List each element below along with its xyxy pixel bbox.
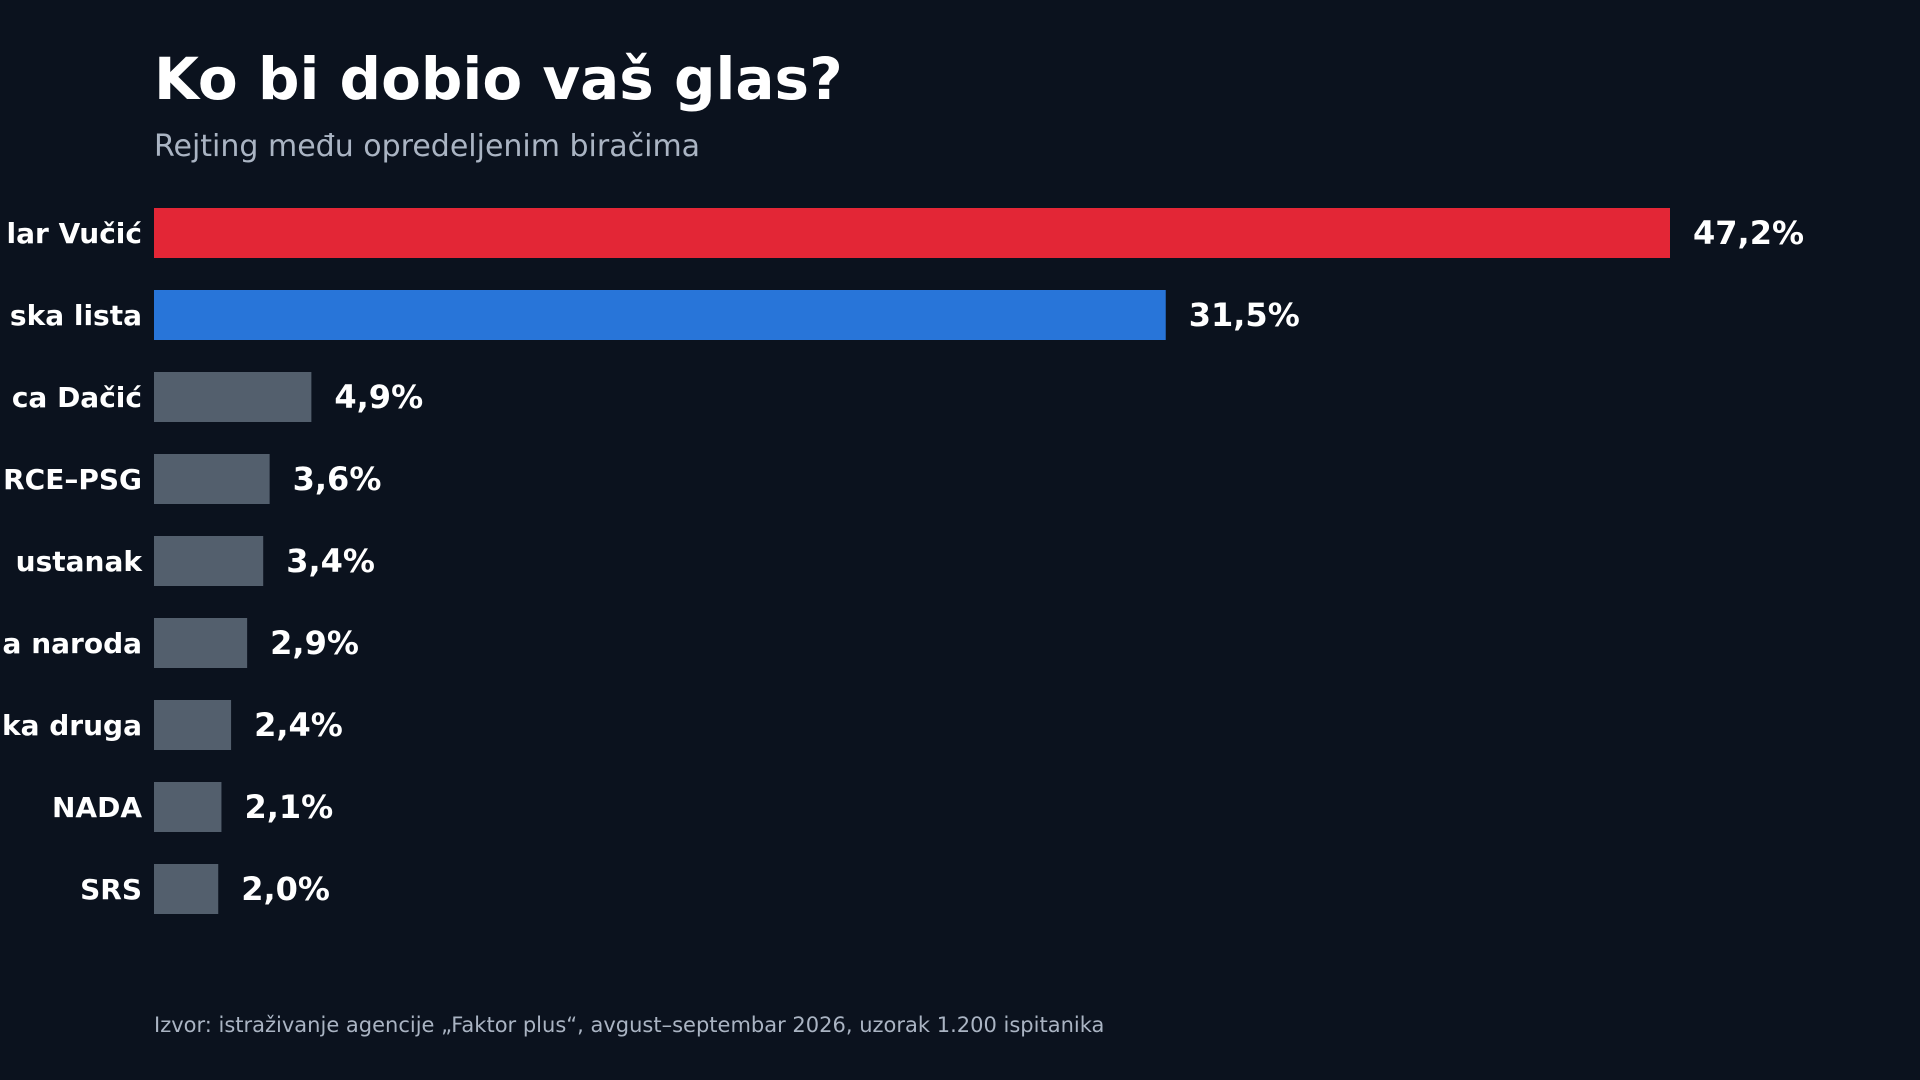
category-label: lar Vučić — [7, 217, 142, 250]
value-label: 47,2% — [1693, 214, 1804, 252]
bar-row: lar Vučić 47,2% — [7, 208, 1804, 258]
category-label: ska lista — [10, 299, 142, 332]
bar-row: ka druga 2,4% — [2, 700, 343, 750]
category-label: SRS — [80, 873, 142, 906]
category-label: ustanak — [16, 545, 144, 578]
chart-title: Ko bi dobio vaš glas? — [154, 45, 843, 113]
category-label: a naroda — [3, 627, 142, 660]
chart-subtitle: Rejting među opredeljenim biračima — [154, 129, 701, 164]
bar-row: ca Dačić 4,9% — [12, 372, 423, 422]
value-label: 2,4% — [254, 706, 343, 744]
bar-row: a naroda 2,9% — [3, 618, 359, 668]
bar-row: SRS 2,0% — [80, 864, 330, 914]
value-label: 31,5% — [1189, 296, 1300, 334]
bar — [154, 700, 232, 750]
bar — [154, 536, 264, 586]
bar — [154, 782, 222, 832]
value-label: 3,6% — [293, 460, 382, 498]
bar-row: ustanak 3,4% — [16, 536, 375, 586]
bar-row: NADA 2,1% — [52, 782, 333, 832]
value-label: 3,4% — [286, 542, 375, 580]
bar — [154, 290, 1166, 340]
category-label: NADA — [52, 791, 142, 824]
bar — [154, 208, 1670, 258]
bar — [154, 618, 248, 668]
value-label: 2,1% — [244, 788, 333, 826]
category-label: ca Dačić — [12, 381, 142, 414]
bar — [154, 864, 219, 914]
value-label: 2,0% — [241, 870, 330, 908]
bar — [154, 372, 312, 422]
bar — [154, 454, 270, 504]
category-label: RCE–PSG — [3, 463, 142, 496]
source-note: Izvor: istraživanje agencije „Faktor plu… — [154, 1013, 1105, 1037]
category-label: ka druga — [2, 709, 142, 742]
value-label: 4,9% — [334, 378, 423, 416]
value-label: 2,9% — [270, 624, 359, 662]
bar-row: ska lista 31,5% — [10, 290, 1300, 340]
bar-row: RCE–PSG 3,6% — [3, 454, 381, 504]
